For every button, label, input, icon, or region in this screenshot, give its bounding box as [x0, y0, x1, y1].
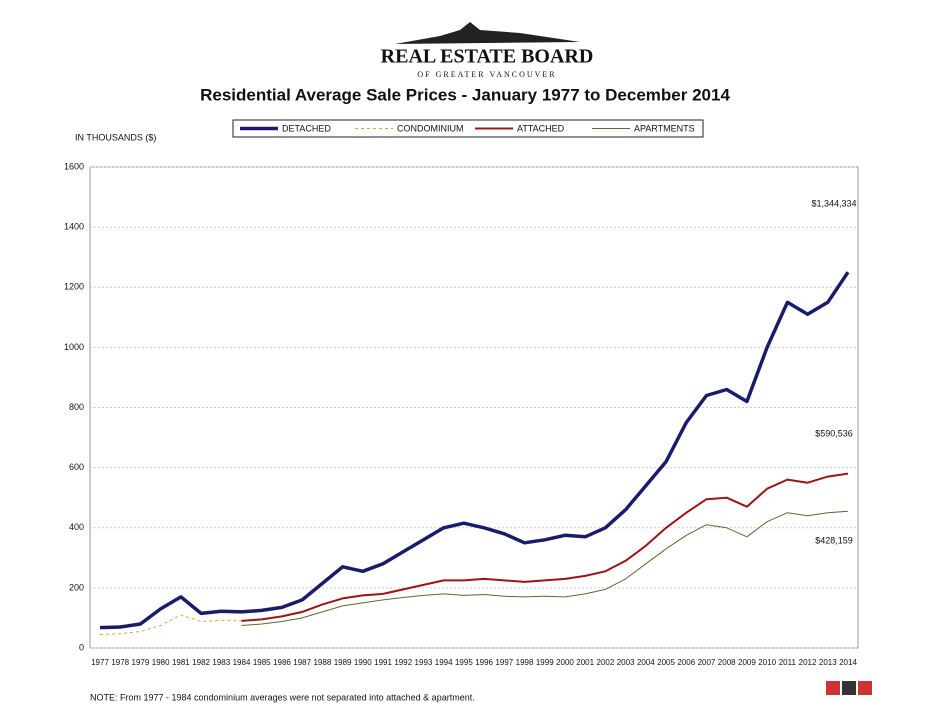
x-tick-label: 1999	[536, 658, 554, 667]
x-tick-label: 1983	[212, 658, 230, 667]
annotation: $590,536	[815, 428, 853, 438]
y-tick-label: 400	[69, 522, 84, 532]
legend-box	[232, 119, 704, 138]
x-tick-label: 1998	[516, 658, 534, 667]
x-tick-label: 1992	[394, 658, 412, 667]
x-tick-label: 1977	[91, 658, 109, 667]
series-line	[241, 510, 849, 626]
logo-block	[826, 681, 840, 695]
logo-title: REAL ESTATE BOARD	[381, 46, 594, 68]
x-tick-label: 2002	[597, 658, 615, 667]
x-tick-label: 1984	[233, 658, 251, 667]
x-tick-label: 1997	[495, 658, 513, 667]
x-tick-label: 2012	[799, 658, 817, 667]
x-tick-label: 2000	[556, 658, 574, 667]
chart-title: Residential Average Sale Prices - Januar…	[200, 85, 730, 104]
x-tick-label: 1988	[313, 658, 331, 667]
x-tick-label: 1994	[435, 658, 453, 667]
x-tick-label: 1985	[253, 658, 271, 667]
legend-label: ATTACHED	[517, 123, 565, 133]
x-tick-label: 1980	[152, 658, 170, 667]
x-tick-label: 2001	[576, 658, 594, 667]
logo-subtitle: OF GREATER VANCOUVER	[417, 70, 556, 79]
annotation: $428,159	[815, 535, 853, 545]
x-tick-label: 2005	[657, 658, 675, 667]
logo-skyline	[395, 22, 580, 44]
annotation: $1,344,334	[811, 198, 856, 208]
x-tick-label: 1995	[455, 658, 473, 667]
x-tick-label: 2011	[779, 658, 797, 667]
x-tick-label: 1996	[475, 658, 493, 667]
x-tick-label: 1979	[132, 658, 150, 667]
logo-block	[858, 681, 872, 695]
x-tick-label: 2003	[617, 658, 635, 667]
note: NOTE: From 1977 - 1984 condominium avera…	[90, 692, 475, 702]
series-line	[241, 472, 849, 622]
series-line	[99, 271, 850, 630]
x-tick-label: 2004	[637, 658, 655, 667]
x-tick-label: 2008	[718, 658, 736, 667]
x-tick-label: 2010	[758, 658, 776, 667]
y-tick-label: 600	[69, 462, 84, 472]
y-tick-label: 1000	[64, 342, 84, 352]
x-tick-label: 1993	[415, 658, 433, 667]
x-tick-label: 2007	[698, 658, 716, 667]
x-tick-label: 1989	[334, 658, 352, 667]
x-tick-label: 1978	[111, 658, 129, 667]
y-tick-label: 1400	[64, 222, 84, 232]
y-tick-label: 200	[69, 582, 84, 592]
x-tick-label: 1981	[172, 658, 190, 667]
series-line	[99, 614, 242, 635]
logo-block	[842, 681, 856, 695]
mls-logo	[826, 681, 872, 695]
x-tick-label: 1982	[192, 658, 210, 667]
y-tick-label: 1600	[64, 161, 84, 171]
x-tick-label: 1987	[293, 658, 311, 667]
y-tick-label: 0	[79, 642, 84, 652]
x-tick-label: 2013	[819, 658, 837, 667]
x-tick-label: 1991	[374, 658, 392, 667]
y-tick-label: 1200	[64, 282, 84, 292]
x-tick-label: 2014	[839, 658, 857, 667]
x-tick-label: 2006	[677, 658, 695, 667]
y-axis-label: IN THOUSANDS ($)	[75, 132, 156, 142]
x-tick-label: 1986	[273, 658, 291, 667]
x-tick-label: 2009	[738, 658, 756, 667]
y-tick-label: 800	[69, 402, 84, 412]
x-tick-label: 1990	[354, 658, 372, 667]
legend-label: CONDOMINIUM	[397, 123, 464, 133]
legend-label: APARTMENTS	[634, 123, 695, 133]
legend-label: DETACHED	[282, 123, 331, 133]
